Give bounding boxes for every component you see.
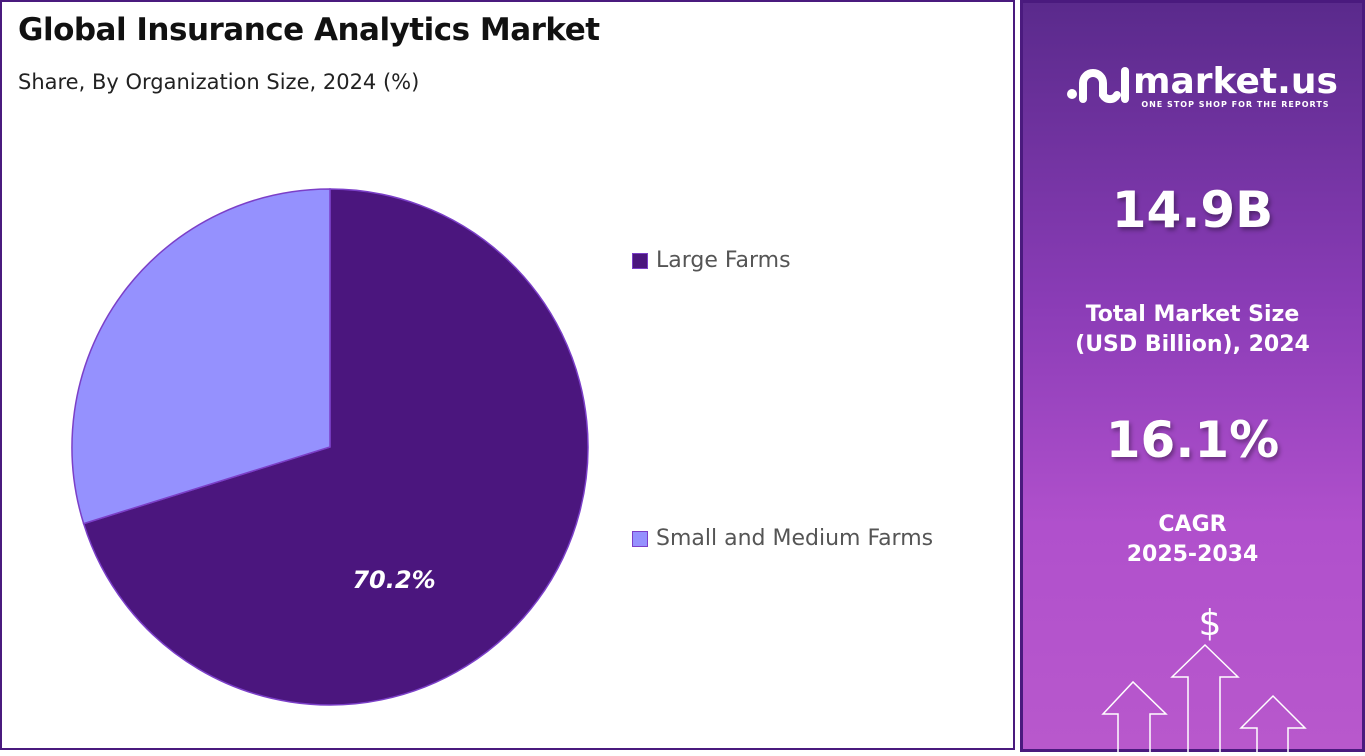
legend-swatch	[632, 530, 648, 547]
legend-label: Large Farms	[656, 248, 791, 273]
market-size-value: 14.9B	[1111, 181, 1274, 239]
chart-subtitle: Share, By Organization Size, 2024 (%)	[18, 70, 420, 94]
pie-slice-large-farms	[82, 188, 589, 706]
summary-panel: market.us ONE STOP SHOP FOR THE REPORTS …	[1020, 0, 1365, 753]
brand-tagline: ONE STOP SHOP FOR THE REPORTS	[1141, 99, 1330, 109]
chart-title: Global Insurance Analytics Market	[18, 12, 600, 48]
chart-panel: Global Insurance Analytics Market Share,…	[0, 0, 1015, 750]
cagr-value: 16.1%	[1105, 411, 1280, 469]
dollar-growth-arrows-icon: $	[1101, 603, 1307, 753]
market-us-logo: market.us ONE STOP SHOP FOR THE REPORTS	[1063, 61, 1338, 111]
market-size-label-1: Total Market Size	[1085, 302, 1300, 327]
pie-slice-small-and-medium-farms	[71, 188, 331, 525]
brand-name: market.us	[1133, 60, 1338, 102]
cagr-label-1: CAGR	[1158, 512, 1227, 537]
market-size-label-2: (USD Billion), 2024	[1075, 332, 1310, 357]
svg-text:$: $	[1199, 603, 1222, 644]
logo-icon	[1067, 67, 1129, 104]
legend-label: Small and Medium Farms	[656, 526, 934, 551]
cagr-label-2: 2025-2034	[1126, 542, 1259, 567]
legend-item-small-medium-farms: Small and Medium Farms	[632, 526, 933, 551]
legend-swatch	[632, 252, 648, 269]
data-label-large-farms: 70.2%	[352, 566, 435, 594]
pie-chart: 70.2%	[71, 188, 589, 706]
legend-item-large-farms: Large Farms	[632, 248, 791, 273]
